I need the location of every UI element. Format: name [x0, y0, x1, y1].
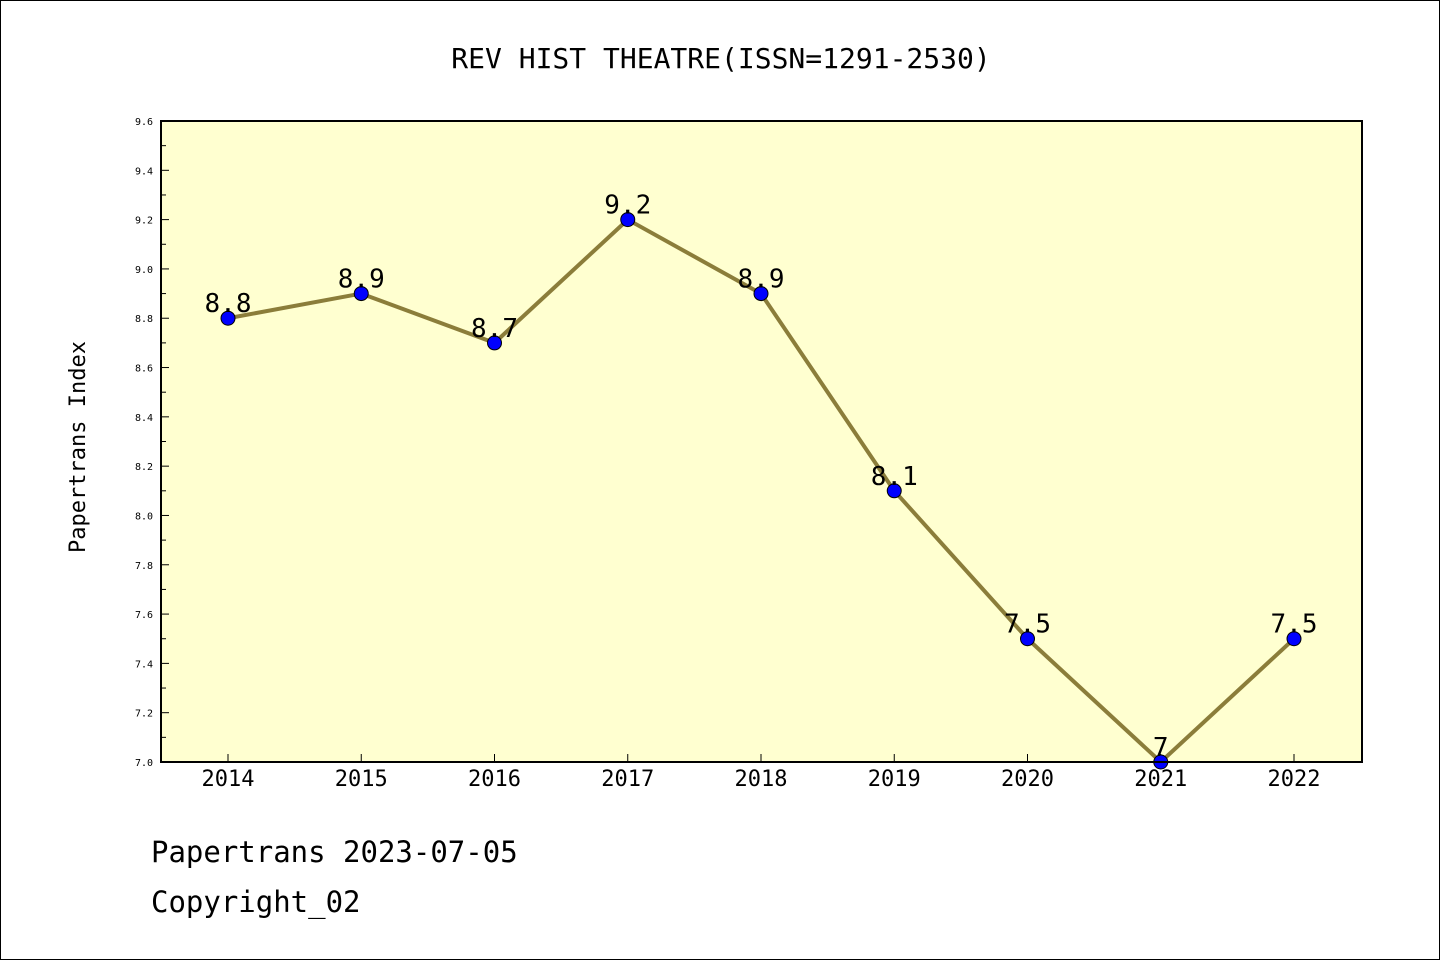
data-label: 7.5: [1004, 610, 1051, 640]
x-tick-label: 2018: [735, 767, 788, 792]
data-label: 8.9: [738, 265, 785, 295]
data-label: 8.1: [871, 462, 918, 492]
data-labels: 8.8 8.9 8.7 9.2 8.9 8.1 7.5 7 7.5: [205, 191, 1318, 763]
y-tick-label: 8.4: [135, 413, 153, 424]
x-tick-label: 2019: [868, 767, 921, 792]
data-label: 8.8: [205, 289, 252, 319]
data-label: 8.9: [338, 265, 385, 295]
data-label: 7.5: [1271, 610, 1318, 640]
series-line: [220, 212, 1302, 770]
y-tick-label: 7.4: [135, 659, 153, 670]
data-point: [886, 483, 902, 499]
y-tick-label: 7.8: [135, 561, 153, 572]
x-tick-label: 2022: [1268, 767, 1321, 792]
data-point: [220, 310, 236, 326]
x-axis: 2014 2015 2016 2017 2018 2019 2020 2021 2022: [202, 754, 1321, 792]
data-label: 7: [1153, 733, 1169, 763]
y-tick-label: 9.6: [135, 117, 153, 128]
data-label: 8.7: [471, 314, 518, 344]
data-point: [1286, 631, 1302, 647]
y-tick-label: 8.8: [135, 314, 153, 325]
x-tick-label: 2017: [601, 767, 654, 792]
data-label: 9.2: [604, 191, 651, 221]
y-tick-label: 9.2: [135, 216, 153, 227]
data-point: [620, 212, 636, 228]
y-tick-label: 7.2: [135, 709, 153, 720]
y-tick-label: 8.0: [135, 511, 153, 522]
data-point: [353, 286, 369, 302]
plot-area: [161, 121, 1362, 762]
footer-date: Papertrans 2023-07-05: [151, 835, 518, 869]
y-tick-label: 9.4: [135, 166, 153, 177]
x-tick-label: 2021: [1134, 767, 1187, 792]
plot-border: [160, 120, 1363, 763]
x-tick-label: 2020: [1001, 767, 1054, 792]
data-point: [1020, 631, 1035, 647]
x-tick-label: 2014: [202, 767, 255, 792]
chart-title: REV HIST THEATRE(ISSN=1291-2530): [451, 42, 990, 75]
x-tick-label: 2015: [335, 767, 388, 792]
data-point: [487, 335, 502, 351]
x-tick-label: 2016: [468, 767, 521, 792]
y-tick-label: 7.0: [135, 758, 153, 769]
y-axis-label: Papertrans Index: [66, 341, 91, 553]
y-tick-label: 8.2: [135, 462, 153, 473]
y-axis: 7.0 7.2 7.4 7.6 7.8 8.0 8.2 8.4 8.6 8.8 9.0 9.2 9.4 9…: [135, 117, 169, 769]
y-tick-label: 7.6: [135, 610, 153, 621]
y-tick-label: 9.0: [135, 265, 153, 276]
data-point: [753, 286, 769, 302]
y-tick-label: 8.6: [135, 364, 153, 375]
footer-copyright: Copyright_02: [151, 885, 361, 919]
